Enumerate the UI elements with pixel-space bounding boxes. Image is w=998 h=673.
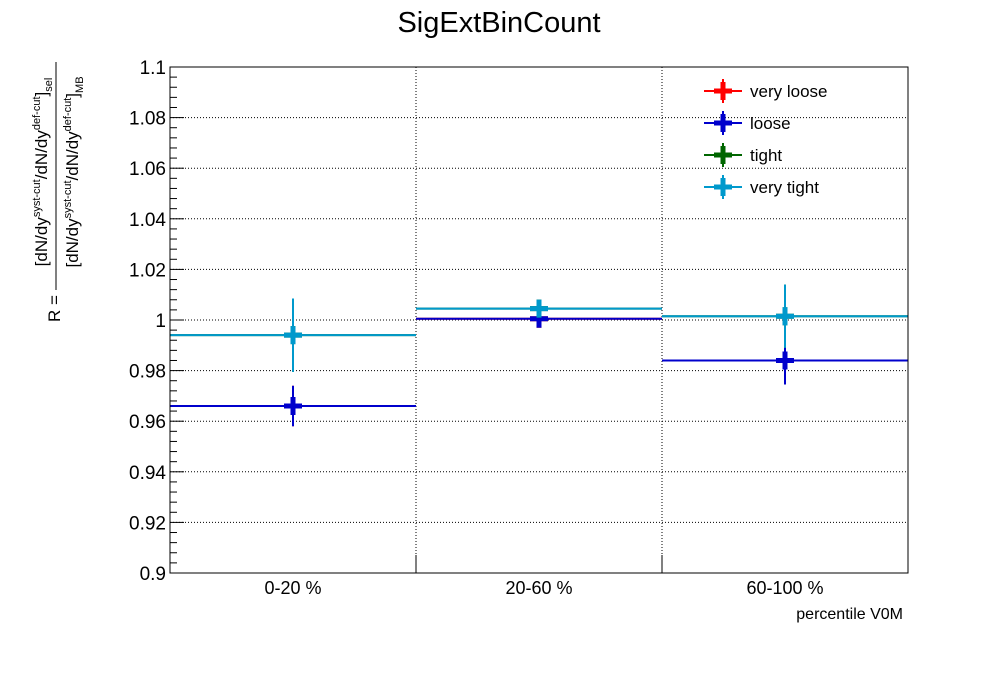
- y-label-denominator-part: syst-cut: [62, 180, 74, 218]
- data-point: [776, 351, 794, 370]
- legend-marker: [714, 178, 732, 196]
- y-label-denominator-part: ]: [63, 93, 82, 98]
- data-point: [284, 397, 302, 416]
- y-label-numerator: [dN/dysyst-cut/dN/dydef-cut]sel: [31, 78, 55, 267]
- y-tick-label: 1.08: [129, 109, 166, 130]
- x-axis-label: percentile V0M: [796, 606, 903, 623]
- legend-label: very loose: [750, 82, 827, 101]
- series-very-tight: [170, 284, 908, 372]
- y-tick-label: 0.98: [129, 362, 166, 383]
- y-label-numerator-part: ]: [32, 92, 51, 97]
- legend: very loose loose tight very tight: [704, 79, 827, 199]
- legend-label: tight: [750, 146, 782, 165]
- y-label-numerator-part: /dN/dy: [32, 130, 51, 180]
- y-tick-label: 1.1: [140, 58, 166, 79]
- y-tick-label: 1.06: [129, 159, 166, 180]
- data-point: [284, 326, 302, 345]
- y-tick-label: 0.9: [140, 564, 166, 585]
- legend-marker: [714, 82, 732, 100]
- data-point: [530, 299, 548, 318]
- series-tight: [170, 284, 908, 372]
- x-tick-label: 60-100 %: [746, 578, 823, 598]
- data-point: [776, 307, 794, 326]
- y-tick-label: 1.02: [129, 260, 166, 281]
- y-label-denominator-part: def-cut: [62, 98, 74, 132]
- chart-title: SigExtBinCount: [397, 7, 600, 39]
- legend-marker: [714, 146, 732, 164]
- x-tick-label: 20-60 %: [505, 578, 572, 598]
- y-label-denominator-part: [dN/dy: [63, 218, 82, 268]
- y-label-denominator-part: /dN/dy: [63, 131, 82, 181]
- x-tick-label: 0-20 %: [264, 578, 321, 598]
- legend-marker: [714, 114, 732, 132]
- legend-label: very tight: [750, 178, 819, 197]
- y-label-denominator: [dN/dysyst-cut/dN/dydef-cut]MB: [62, 76, 86, 267]
- y-label-denominator-part: MB: [74, 76, 86, 93]
- y-axis: 0.9 0.92 0.94 0.96 0.98 1 1.02 1.04 1.06 1.08 1.1: [129, 58, 184, 585]
- y-tick-label: 1: [155, 311, 166, 332]
- y-label-numerator-part: sel: [43, 78, 55, 92]
- y-tick-label: 0.92: [129, 513, 166, 534]
- y-tick-label: 0.94: [129, 463, 166, 484]
- y-label-numerator-part: syst-cut: [31, 179, 43, 217]
- y-tick-label: 1.04: [129, 210, 166, 231]
- x-axis: 0-20 % 20-60 % 60-100 %: [264, 555, 824, 598]
- y-axis-label: R =[dN/dysyst-cut/dN/dydef-cut]sel[dN/dy…: [31, 62, 86, 322]
- series-loose: [170, 309, 908, 427]
- y-label-prefix: R =: [45, 295, 64, 322]
- y-tick-label: 0.96: [129, 412, 166, 433]
- legend-label: loose: [750, 114, 791, 133]
- y-label-numerator-part: def-cut: [31, 96, 43, 130]
- data-series: [170, 284, 908, 427]
- y-label-numerator-part: [dN/dy: [32, 217, 51, 267]
